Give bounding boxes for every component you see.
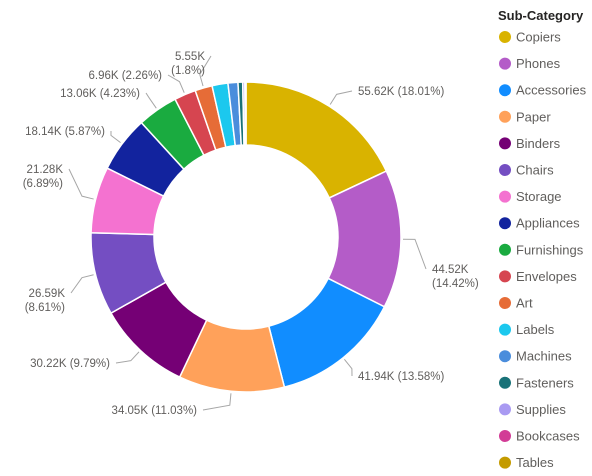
leader-line-storage xyxy=(68,168,94,200)
legend-item-copiers[interactable]: Copiers xyxy=(516,30,561,45)
data-label-line: 5.55K xyxy=(175,51,205,63)
legend-marker-chairs xyxy=(499,164,511,176)
data-labels: 55.62K (18.01%) 44.52K (14.42%) 41.94K (13.… xyxy=(23,51,479,417)
leader-line-phones xyxy=(402,238,427,270)
leader-line-appliances xyxy=(110,130,121,143)
legend-marker-phones xyxy=(499,57,511,70)
data-label-line: 30.22K (9.79%) xyxy=(30,358,110,370)
legend-item-paper[interactable]: Paper xyxy=(516,109,551,124)
data-label-line: 18.14K (5.87%) xyxy=(25,126,105,138)
data-label-art: 5.55K (1.8%) xyxy=(171,51,205,77)
data-label-line: (8.61%) xyxy=(25,302,65,314)
leader-line-paper xyxy=(202,393,232,411)
leader-line-copiers xyxy=(329,90,353,105)
legend-item-accessories[interactable]: Accessories xyxy=(516,83,587,98)
data-label-binders: 30.22K (9.79%) xyxy=(30,358,110,370)
legend-marker-envelopes xyxy=(499,270,511,283)
legend-item-appliances[interactable]: Appliances xyxy=(516,216,580,231)
data-label-line: 44.52K xyxy=(432,264,469,276)
data-label-line: (14.42%) xyxy=(432,278,479,290)
legend-marker-copiers xyxy=(499,31,511,43)
legend-item-machines[interactable]: Machines xyxy=(516,349,572,364)
legend-item-envelopes[interactable]: Envelopes xyxy=(516,269,577,284)
data-label-line: 13.06K (4.23%) xyxy=(60,88,140,100)
leader-line-art xyxy=(199,55,212,87)
legend-title: Sub-Category xyxy=(498,8,584,23)
legend-marker-tables xyxy=(499,456,511,469)
data-label-line: (6.89%) xyxy=(23,178,63,190)
data-label-appliances: 18.14K (5.87%) xyxy=(25,126,105,138)
donut-slices xyxy=(90,81,402,393)
legend-marker-storage xyxy=(499,190,511,203)
data-label-chairs: 26.59K (8.61%) xyxy=(25,288,66,314)
legend-marker-appliances xyxy=(499,217,511,230)
legend-marker-bookcases xyxy=(499,430,511,442)
data-label-phones: 44.52K (14.42%) xyxy=(432,264,479,290)
legend-marker-labels xyxy=(499,323,511,336)
data-label-envelopes: 6.96K (2.26%) xyxy=(88,70,162,82)
data-label-furnishings: 13.06K (4.23%) xyxy=(60,88,140,100)
legend-item-art[interactable]: Art xyxy=(516,296,533,311)
legend-marker-paper xyxy=(499,110,511,123)
legend-marker-furnishings xyxy=(499,243,511,256)
data-label-line: 34.05K (11.03%) xyxy=(112,405,198,417)
data-label-leader-lines xyxy=(68,55,427,411)
legend-item-storage[interactable]: Storage xyxy=(516,189,562,204)
legend-marker-binders xyxy=(499,137,511,150)
data-label-line: 55.62K (18.01%) xyxy=(358,86,444,98)
legend-item-labels[interactable]: Labels xyxy=(516,322,555,337)
leader-line-envelopes xyxy=(167,74,185,93)
legend-marker-accessories xyxy=(499,84,511,97)
legend-item-phones[interactable]: Phones xyxy=(516,56,561,71)
data-label-line: 6.96K (2.26%) xyxy=(88,70,162,82)
leader-line-furnishings xyxy=(145,92,157,109)
data-label-paper: 34.05K (11.03%) xyxy=(112,405,198,417)
legend-item-tables[interactable]: Tables xyxy=(516,455,554,470)
legend: Sub-Category Copiers Phones Accessories Pap… xyxy=(498,8,587,470)
leader-line-binders xyxy=(115,351,140,364)
legend-marker-supplies xyxy=(499,403,511,416)
legend-marker-machines xyxy=(499,350,511,363)
legend-item-chairs[interactable]: Chairs xyxy=(516,163,554,178)
leader-line-accessories xyxy=(343,359,353,377)
data-label-line: 26.59K xyxy=(29,288,66,300)
data-label-line: 21.28K xyxy=(27,164,64,176)
legend-marker-fasteners xyxy=(499,376,511,389)
data-label-line: 41.94K (13.58%) xyxy=(358,371,444,383)
legend-item-furnishings[interactable]: Furnishings xyxy=(516,242,584,257)
data-label-accessories: 41.94K (13.58%) xyxy=(358,371,444,383)
legend-item-fasteners[interactable]: Fasteners xyxy=(516,375,574,390)
data-label-line: (1.8%) xyxy=(171,65,205,77)
legend-marker-art xyxy=(499,297,511,309)
leader-line-chairs xyxy=(70,274,94,294)
data-label-storage: 21.28K (6.89%) xyxy=(23,164,64,190)
legend-item-supplies[interactable]: Supplies xyxy=(516,402,566,417)
legend-item-bookcases[interactable]: Bookcases xyxy=(516,429,580,444)
legend-item-binders[interactable]: Binders xyxy=(516,136,561,151)
data-label-copiers: 55.62K (18.01%) xyxy=(358,86,444,98)
